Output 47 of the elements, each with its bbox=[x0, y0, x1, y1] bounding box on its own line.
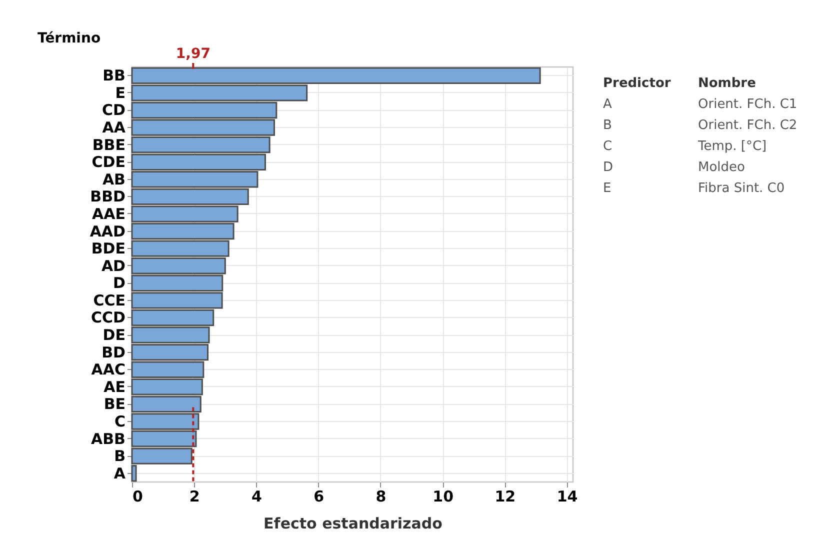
y-tick-label: CD bbox=[102, 101, 126, 120]
y-tick-label: AAD bbox=[90, 222, 126, 240]
y-tick-label: CDE bbox=[92, 153, 126, 172]
x-tick-label: 12 bbox=[494, 488, 516, 506]
y-tick-label: AB bbox=[102, 170, 126, 188]
text: Fibra Sint. C0 bbox=[698, 181, 785, 196]
y-tick-label: CCD bbox=[91, 308, 126, 327]
text: Nombre bbox=[698, 76, 756, 91]
y-tick-label: BBE bbox=[92, 136, 126, 154]
text: E bbox=[603, 181, 612, 196]
y-axis-title: Término bbox=[38, 30, 101, 46]
y-tick-label: AA bbox=[102, 118, 126, 137]
x-tick-label: 10 bbox=[432, 488, 454, 506]
ref-line-label: 1,97 bbox=[176, 46, 210, 62]
x-axis-title: Efecto estandarizado bbox=[264, 514, 442, 532]
y-tick-label: BD bbox=[102, 343, 126, 362]
x-tick-label: 0 bbox=[132, 488, 143, 506]
text: D bbox=[603, 160, 614, 175]
text: Orient. FCh. C1 bbox=[698, 97, 798, 112]
text: B bbox=[603, 118, 612, 133]
y-tick-label: BE bbox=[104, 395, 126, 414]
y-tick-label: DE bbox=[102, 326, 126, 344]
y-tick-label: A bbox=[114, 464, 126, 482]
x-tick-label: 6 bbox=[314, 488, 324, 506]
y-tick-label: BDE bbox=[91, 240, 126, 258]
y-tick-label: ABB bbox=[91, 430, 126, 448]
x-tick-label: 2 bbox=[189, 488, 200, 506]
y-tick-label: AAC bbox=[91, 360, 126, 379]
y-tick-label: CCE bbox=[93, 291, 126, 310]
text: A bbox=[603, 97, 612, 112]
text: C bbox=[603, 139, 612, 154]
y-tick-label: AE bbox=[104, 378, 126, 396]
y-tick-label: BBD bbox=[90, 188, 126, 206]
y-tick-label: B bbox=[114, 447, 126, 466]
text: Temp. [°C] bbox=[697, 139, 767, 154]
y-tick-label: D bbox=[113, 274, 126, 292]
x-tick-label: 14 bbox=[556, 488, 578, 506]
x-tick-label: 8 bbox=[376, 488, 386, 506]
y-tick-label: C bbox=[114, 412, 126, 430]
y-tick-label: AD bbox=[101, 256, 126, 275]
text: Orient. FCh. C2 bbox=[698, 118, 798, 133]
text: Moldeo bbox=[698, 160, 746, 175]
x-tick-label: 4 bbox=[252, 488, 262, 506]
y-tick-label: AAE bbox=[92, 204, 126, 223]
y-tick-label: E bbox=[115, 84, 126, 102]
y-tick-label: BB bbox=[102, 66, 126, 85]
text: Predictor bbox=[603, 76, 672, 91]
